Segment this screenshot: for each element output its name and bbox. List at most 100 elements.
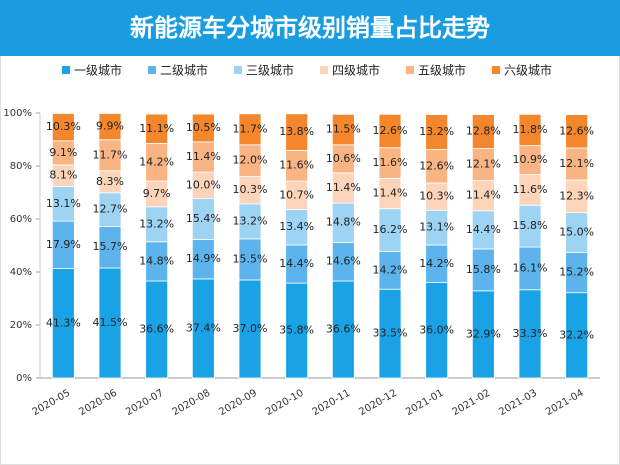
legend-swatch [492,66,500,74]
value-label: 15.7% [93,240,128,253]
value-label: 32.9% [466,327,501,340]
value-label: 13.8% [279,125,314,138]
value-label: 15.5% [233,252,268,265]
value-label: 41.3% [46,316,81,329]
value-label: 11.7% [233,122,268,135]
title-banner [0,0,620,56]
value-label: 10.3% [233,183,268,196]
value-label: 12.3% [559,189,594,202]
legend-label: 一级城市 [74,63,122,78]
value-label: 12.0% [233,154,268,167]
y-tick-label: 0% [16,373,32,384]
legend-label: 三级城市 [246,63,294,78]
value-label: 13.2% [419,125,454,138]
bar-segment [98,113,122,141]
value-label: 14.2% [373,263,408,276]
value-label: 12.6% [559,124,594,137]
value-label: 16.2% [373,223,408,236]
value-label: 10.6% [326,152,361,165]
legend-label: 五级城市 [418,63,466,78]
value-label: 13.2% [139,217,174,230]
value-label: 11.8% [513,123,548,136]
value-label: 14.8% [326,216,361,229]
y-tick-label: 20% [10,320,32,331]
legend-swatch [62,66,70,74]
value-label: 9.7% [143,187,171,200]
value-label: 11.7% [93,148,128,161]
value-label: 14.4% [466,223,501,236]
value-label: 9.9% [96,120,124,133]
value-label: 11.6% [513,183,548,196]
legend-swatch [234,66,242,74]
legend-label: 四级城市 [332,63,380,78]
legend-label: 二级城市 [160,63,208,78]
bar-segment [331,113,355,146]
value-label: 15.0% [559,226,594,239]
value-label: 37.0% [233,322,268,335]
value-label: 14.2% [139,155,174,168]
value-label: 10.9% [513,153,548,166]
value-label: 12.1% [466,158,501,171]
value-label: 10.0% [186,178,221,191]
value-label: 13.1% [46,197,81,210]
value-label: 14.9% [186,252,221,265]
value-label: 17.9% [46,238,81,251]
value-label: 11.6% [373,156,408,169]
value-label: 35.8% [279,324,314,337]
value-label: 11.4% [326,181,361,194]
value-label: 8.3% [96,175,124,188]
value-label: 14.6% [326,255,361,268]
value-label: 15.8% [513,219,548,232]
bar-segment [518,113,542,146]
value-label: 11.4% [466,189,501,202]
value-label: 37.4% [186,321,221,334]
value-label: 36.6% [326,323,361,336]
legend-label: 六级城市 [504,63,552,78]
value-label: 15.4% [186,212,221,225]
value-label: 32.2% [559,328,594,341]
value-label: 15.8% [466,263,501,276]
value-label: 11.4% [186,150,221,163]
value-label: 10.3% [419,190,454,203]
value-label: 12.6% [419,159,454,172]
value-label: 12.1% [559,157,594,170]
bar-segment [145,113,169,144]
legend-swatch [406,66,414,74]
value-label: 11.4% [373,187,408,200]
value-label: 10.5% [186,121,221,134]
value-label: 10.3% [46,120,81,133]
chart-title: 新能源车分城市级别销量占比走势 [130,14,490,42]
value-label: 8.1% [49,169,77,182]
value-label: 11.5% [326,123,361,136]
value-label: 36.6% [139,323,174,336]
value-label: 12.6% [373,124,408,137]
bar-segment [191,113,215,143]
y-tick-label: 40% [10,267,32,278]
bar-segment [471,114,495,149]
legend-swatch [320,66,328,74]
bar-segment [285,113,309,151]
y-tick-label: 100% [3,108,32,119]
bar-segment [378,113,402,149]
bar-segment [51,113,75,142]
value-label: 16.1% [513,261,548,274]
value-label: 14.8% [139,254,174,267]
value-label: 14.4% [279,257,314,270]
value-label: 41.5% [93,316,128,329]
value-label: 9.1% [49,146,77,159]
value-label: 36.0% [419,323,454,336]
value-label: 11.1% [139,122,174,135]
y-tick-label: 60% [10,214,32,225]
bar-segment [565,114,589,149]
value-label: 14.2% [419,257,454,270]
bar-segment [425,114,449,150]
value-label: 33.5% [373,327,408,340]
value-label: 15.2% [559,266,594,279]
value-label: 11.6% [279,159,314,172]
value-label: 13.1% [419,221,454,234]
value-label: 33.3% [513,327,548,340]
value-label: 12.7% [93,203,128,216]
value-label: 10.7% [279,188,314,201]
legend-swatch [148,66,156,74]
